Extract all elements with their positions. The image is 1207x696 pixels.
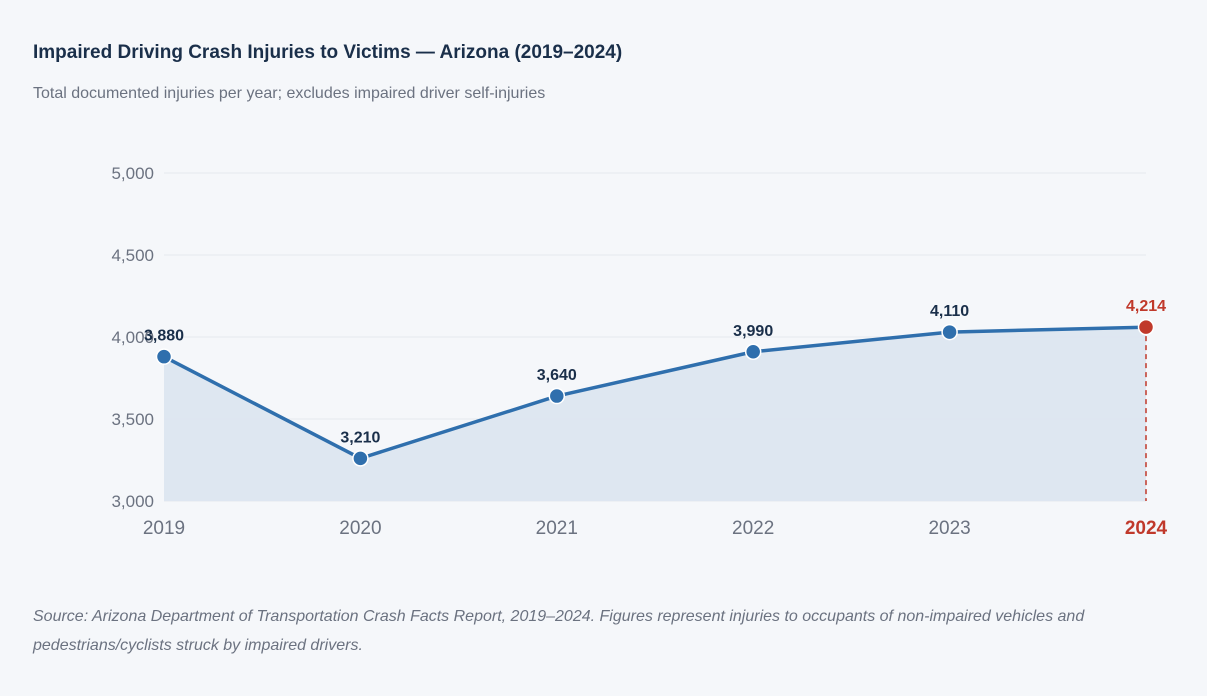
x-tick-label: 2020: [339, 518, 381, 539]
x-tick-label: 2024: [1125, 518, 1168, 539]
x-tick-label: 2023: [928, 518, 970, 539]
data-label: 3,990: [733, 323, 773, 340]
y-tick-label: 4,500: [111, 246, 154, 265]
series-polyline: [162, 325, 1148, 461]
data-point: [941, 323, 958, 341]
data-label: 3,640: [537, 367, 577, 384]
data-label: 4,214: [1126, 298, 1166, 315]
data-points: [155, 318, 1155, 467]
y-tick-label: 5,000: [111, 164, 154, 183]
area-path: [164, 327, 1146, 501]
data-point: [1137, 318, 1155, 336]
x-tick-label: 2021: [536, 518, 578, 539]
data-point: [352, 450, 369, 467]
x-axis-ticks: 2019 2020 2021 2022 2023 2024: [143, 518, 1168, 539]
data-labels: 3,880 3,210 3,640 3,990 4,110 4,214: [144, 298, 1166, 446]
x-tick-label: 2022: [732, 518, 774, 539]
data-point: [548, 387, 566, 405]
chart-subtitle: Total documented injuries per year; excl…: [33, 85, 546, 102]
y-tick-label: 3,500: [111, 410, 154, 429]
data-label: 4,110: [930, 303, 969, 320]
x-tick-label: 2019: [143, 518, 185, 539]
chart-title: Impaired Driving Crash Injuries to Victi…: [33, 42, 623, 63]
data-label: 3,210: [340, 429, 380, 446]
source-note: Source: Arizona Department of Transporta…: [33, 608, 1085, 654]
y-axis-ticks: 3,000 3,500 4,000 4,500 5,000: [111, 164, 154, 511]
area-fill: [164, 327, 1146, 501]
series-line: [162, 325, 1148, 501]
data-point: [155, 348, 173, 365]
data-label: 3,880: [144, 328, 184, 345]
y-tick-label: 3,000: [111, 492, 154, 511]
y-tick-label: 4,000: [111, 328, 154, 347]
data-point: [744, 343, 762, 361]
